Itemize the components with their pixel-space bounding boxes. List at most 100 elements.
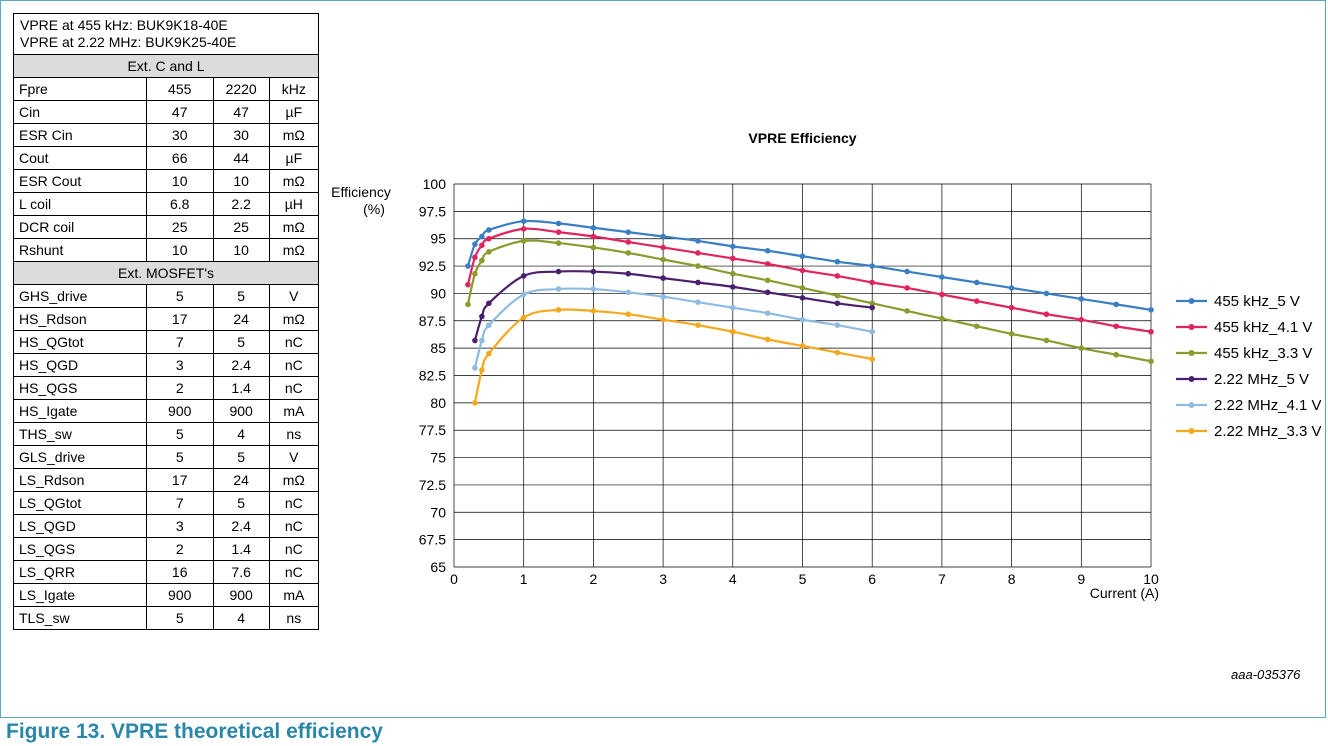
data-point [660,293,666,300]
data-point [730,270,736,277]
data-point [1008,285,1015,291]
value-455khz-cell: 2 [145,537,214,561]
x-tick-label: 4 [729,571,737,587]
x-tick-label: 7 [938,571,946,587]
param-name-cell: HS_QGD [13,353,147,377]
legend-label: 2.22 MHz_4.1 V [1214,397,1321,414]
table-row: THS_sw 5 4 ns [13,422,320,446]
parameter-table-container: VPRE at 455 kHz: BUK9K18-40E VPRE at 2.2… [13,13,321,630]
x-tick-label: 6 [868,571,876,587]
x-tick-label: 0 [450,571,458,587]
table-row: HS_QGD 3 2.4 nC [13,353,320,377]
data-point [799,285,806,291]
table-row: ESR Cout 10 10 mΩ [13,169,320,193]
data-point [625,289,632,296]
param-name-cell: DCR coil [13,215,147,239]
value-455khz-cell: 5 [145,422,214,446]
unit-cell: mΩ [268,123,320,147]
data-point [486,322,492,328]
data-point [973,323,980,330]
unit-cell: mΩ [268,468,320,492]
data-point [472,254,478,261]
unit-cell: nC [268,353,320,377]
value-222mhz-cell: 5 [212,330,270,354]
data-point [590,224,597,231]
table-row: TLS_sw 5 4 ns [13,606,320,630]
data-point [660,316,666,323]
table-row: Cout 66 44 µF [13,146,320,170]
value-222mhz-cell: 10 [212,169,270,193]
data-point [555,220,562,227]
param-name-cell: Fpre [13,77,147,101]
legend-label: 455 kHz_4.1 V [1214,319,1312,336]
y-tick-label: 97.5 [419,203,446,219]
data-point [1043,290,1050,297]
y-tick-label: 72.5 [419,477,446,493]
table-row: HS_QGS 2 1.4 nC [13,376,320,400]
table-header-row: VPRE at 455 kHz: BUK9K18-40E VPRE at 2.2… [13,13,319,55]
section-title: Ext. MOSFET's [13,261,319,285]
unit-cell: mΩ [268,215,320,239]
series-line [473,308,873,404]
y-axis-label: (%) [363,201,385,217]
y-tick-label: 67.5 [419,532,446,548]
table-row: Rshunt 10 10 mΩ [13,238,320,262]
value-455khz-cell: 47 [145,100,214,124]
chart-title: VPRE Efficiency [748,130,856,146]
data-point [834,273,841,279]
value-222mhz-cell: 25 [212,215,270,239]
data-point [472,241,478,247]
param-name-cell: GHS_drive [13,284,147,308]
y-tick-label: 100 [423,176,447,192]
param-name-cell: GLS_drive [13,445,147,469]
unit-cell: µH [268,192,320,216]
x-tick-label: 10 [1143,571,1159,587]
y-tick-label: 82.5 [419,368,446,384]
data-point [486,350,492,357]
data-point [799,316,806,323]
unit-cell: V [268,284,320,308]
y-tick-label: 70 [430,504,446,520]
data-point [1113,301,1119,308]
value-222mhz-cell: 5 [212,284,270,308]
value-455khz-cell: 7 [145,491,214,515]
y-tick-label: 87.5 [419,313,446,329]
data-point [555,240,562,246]
table-section-header: Ext. C and L [13,54,319,78]
data-point [1113,323,1119,330]
value-222mhz-cell: 47 [212,100,270,124]
value-455khz-cell: 5 [145,445,214,469]
figure-code: aaa-035376 [1231,667,1301,682]
y-axis-label: Efficiency [331,184,391,200]
y-tick-label: 65 [430,559,446,575]
param-name-cell: L coil [13,192,147,216]
value-222mhz-cell: 2220 [212,77,270,101]
data-point [764,277,771,284]
data-point [660,256,666,263]
value-222mhz-cell: 5 [212,445,270,469]
value-222mhz-cell: 2.2 [212,192,270,216]
legend-label: 455 kHz_3.3 V [1214,345,1312,362]
table-header-cell: VPRE at 455 kHz: BUK9K18-40E VPRE at 2.2… [13,13,319,55]
data-point [520,314,527,321]
data-point [939,315,945,322]
y-tick-label: 85 [430,340,446,356]
table-row: ESR Cin 30 30 mΩ [13,123,320,147]
data-point [486,249,492,255]
data-point [465,281,471,288]
header-line-455khz: VPRE at 455 kHz: BUK9K18-40E [20,17,228,33]
param-name-cell: HS_Rdson [13,307,147,331]
data-point [834,349,841,356]
data-point [472,365,478,371]
data-point [764,336,771,343]
data-point [555,286,562,292]
parameter-table: VPRE at 455 kHz: BUK9K18-40E VPRE at 2.2… [13,13,320,630]
data-point [730,284,736,290]
param-name-cell: Cout [13,146,147,170]
param-name-cell: Rshunt [13,238,147,262]
value-455khz-cell: 455 [145,77,214,101]
unit-cell: mA [268,399,320,423]
value-455khz-cell: 6.8 [145,192,214,216]
unit-cell: µF [268,146,320,170]
data-point [590,244,597,251]
